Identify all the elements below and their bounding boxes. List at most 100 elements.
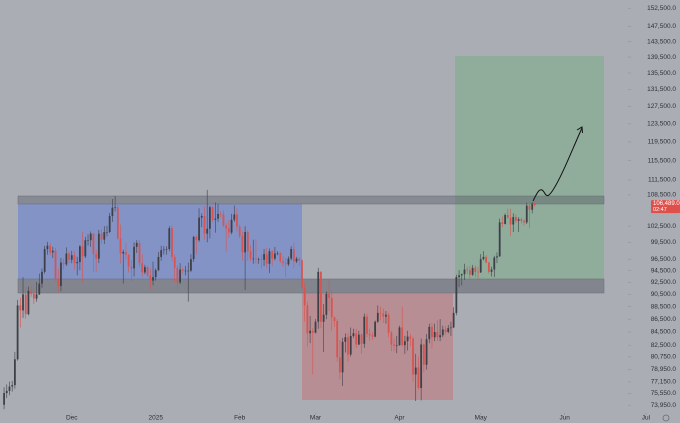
- drop-box: [302, 293, 453, 400]
- drawings: [17, 56, 605, 400]
- candle-body: [203, 216, 206, 234]
- candle-body: [441, 329, 444, 336]
- candle-body: [433, 332, 436, 338]
- candle-body: [3, 393, 5, 405]
- candle-body: [138, 242, 141, 264]
- candle-body: [428, 326, 431, 340]
- candle-body: [271, 251, 274, 259]
- candle-body: [390, 332, 393, 345]
- candle-body: [347, 337, 349, 355]
- candle-body: [355, 333, 358, 345]
- x-tick-label: Dec: [66, 415, 78, 422]
- candle-body: [114, 207, 117, 208]
- candle-body: [493, 257, 496, 270]
- candle-body: [412, 338, 414, 375]
- candle-body: [249, 251, 252, 259]
- candle-body: [152, 277, 154, 281]
- x-tick-label: Feb: [234, 415, 246, 422]
- candle-body: [393, 344, 395, 346]
- candle-body: [309, 330, 312, 334]
- x-tick-label: 2025: [148, 415, 163, 422]
- candle-body: [43, 249, 46, 272]
- candle-body: [255, 258, 257, 260]
- resistance-band: [17, 195, 605, 205]
- candle-body: [168, 228, 171, 250]
- candle-body: [57, 279, 60, 286]
- candle-body: [35, 294, 38, 299]
- candle-body: [325, 293, 328, 315]
- candle-body: [282, 261, 284, 264]
- candle-body: [352, 333, 355, 336]
- candle-body: [450, 327, 452, 329]
- axes: 152,500.0 147,500.0 143,500.0 139,500.0 135,…: [66, 5, 680, 422]
- candle-body: [417, 367, 420, 388]
- candle-body: [246, 232, 249, 252]
- candle-body: [62, 262, 65, 265]
- candle-body: [257, 259, 260, 260]
- candle-body: [371, 335, 374, 337]
- candle-body: [87, 240, 89, 241]
- candle-body: [444, 329, 447, 333]
- candle-body: [490, 269, 493, 272]
- candle-body: [366, 316, 368, 334]
- candle-body: [531, 203, 534, 210]
- x-tick-label: Apr: [394, 415, 405, 422]
- candle-body: [298, 258, 301, 261]
- y-tick-label: 131,500.0: [647, 86, 676, 93]
- candle-body: [160, 250, 163, 257]
- candle-body: [149, 275, 152, 281]
- candle-body: [525, 205, 528, 223]
- y-tick-label: 135,500.0: [647, 70, 676, 77]
- candle-body: [54, 250, 57, 280]
- candle-body: [68, 253, 70, 260]
- y-tick-label: 108,500.0: [647, 192, 676, 199]
- candle-body: [130, 266, 133, 269]
- candle-body: [38, 283, 41, 295]
- candle-body: [279, 252, 282, 262]
- candle-body: [287, 258, 290, 265]
- settings-icon[interactable]: [662, 414, 670, 422]
- candle-body: [5, 390, 8, 394]
- last-price-label: 106,489.0: [653, 201, 680, 207]
- candle-body: [395, 345, 398, 346]
- candle-body: [143, 267, 146, 273]
- y-tick-label: 127,500.0: [647, 103, 676, 110]
- candle-body: [241, 236, 244, 253]
- candle-body: [165, 249, 168, 250]
- candle-body: [460, 274, 463, 276]
- candle-body: [439, 335, 442, 338]
- candle-body: [116, 207, 119, 239]
- candle-body: [431, 326, 433, 338]
- candle-body: [103, 232, 106, 240]
- candle-body: [422, 344, 425, 365]
- candle-body: [111, 207, 114, 217]
- candle-body: [27, 290, 30, 315]
- y-tick-label: 78,950.0: [651, 366, 677, 373]
- candle-body: [135, 242, 138, 247]
- candle-body: [528, 205, 531, 210]
- candle-body: [303, 287, 306, 306]
- candle-body: [338, 357, 341, 373]
- candle-body: [477, 271, 479, 273]
- candle-body: [414, 367, 417, 375]
- candle-body: [523, 220, 525, 223]
- y-tick-label: 94,500.0: [651, 267, 677, 274]
- candle-body: [100, 233, 103, 240]
- candle-body: [468, 270, 471, 275]
- candle-body: [211, 207, 214, 220]
- candle-body: [336, 321, 339, 358]
- candle-body: [198, 217, 200, 241]
- x-tick-label: Jul: [642, 415, 651, 422]
- candle-body: [219, 213, 222, 215]
- candle-body: [520, 219, 523, 221]
- y-tick-label: 84,500.0: [651, 329, 677, 336]
- last-price-box: [651, 200, 680, 214]
- candle-body: [317, 271, 320, 322]
- candle-body: [458, 275, 460, 278]
- candle-body: [236, 214, 238, 227]
- candle-body: [217, 213, 219, 219]
- candle-body: [106, 232, 108, 233]
- candle-body: [333, 317, 336, 322]
- y-tick-label: 88,500.0: [651, 303, 677, 310]
